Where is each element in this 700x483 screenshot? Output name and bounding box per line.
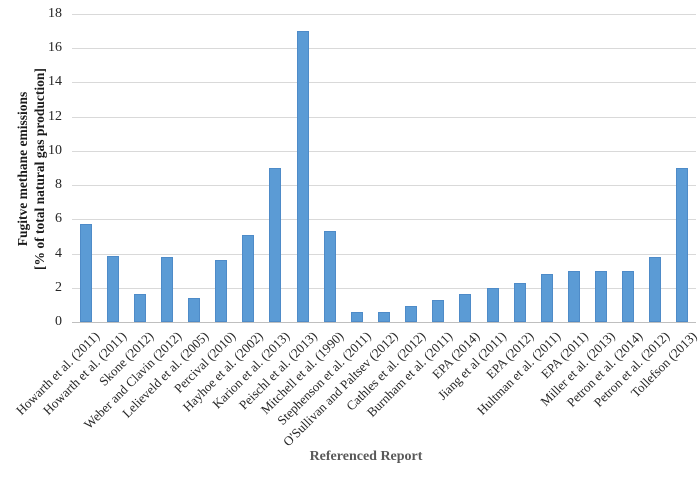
bar: [134, 294, 146, 322]
y-tick-label: 14: [48, 74, 62, 90]
bar: [242, 235, 254, 322]
bar: [595, 271, 607, 322]
y-tick-label: 0: [55, 314, 62, 329]
y-tick-label: 12: [48, 108, 62, 124]
y-tick-label: 6: [55, 211, 62, 227]
gridline: [72, 82, 696, 84]
bar: [622, 271, 634, 322]
gridline: [72, 150, 696, 152]
bar: [269, 168, 281, 322]
bar: [324, 231, 336, 322]
bar: [378, 312, 390, 322]
gridline: [72, 219, 696, 221]
gridline: [72, 14, 696, 15]
y-tick-label: 16: [48, 40, 62, 56]
gridline: [72, 253, 696, 255]
bar: [107, 256, 119, 322]
y-tick-label: 18: [48, 6, 62, 21]
bar: [188, 298, 200, 322]
x-axis-title: Referenced Report: [309, 449, 423, 464]
bar: [676, 168, 688, 322]
bar: [459, 294, 471, 322]
gridline: [72, 287, 696, 289]
bar: [297, 31, 309, 322]
bar: [432, 300, 444, 322]
bar: [161, 257, 173, 322]
bar: [215, 260, 227, 322]
gridline: [72, 116, 696, 118]
plot-area: [72, 14, 696, 323]
gridline: [72, 48, 696, 50]
bar: [514, 283, 526, 322]
bar: [80, 224, 92, 322]
bar: [487, 288, 499, 322]
x-axis-line: [72, 322, 696, 323]
bar: [351, 312, 363, 322]
bar: [541, 274, 553, 322]
bar: [649, 257, 661, 322]
y-tick-label: 4: [55, 245, 62, 261]
y-tick-label: 2: [55, 279, 62, 295]
bar: [568, 271, 580, 322]
y-tick-label: 8: [55, 177, 62, 193]
gridline: [72, 185, 696, 187]
y-tick-label: 10: [48, 142, 62, 158]
bar: [405, 306, 417, 322]
